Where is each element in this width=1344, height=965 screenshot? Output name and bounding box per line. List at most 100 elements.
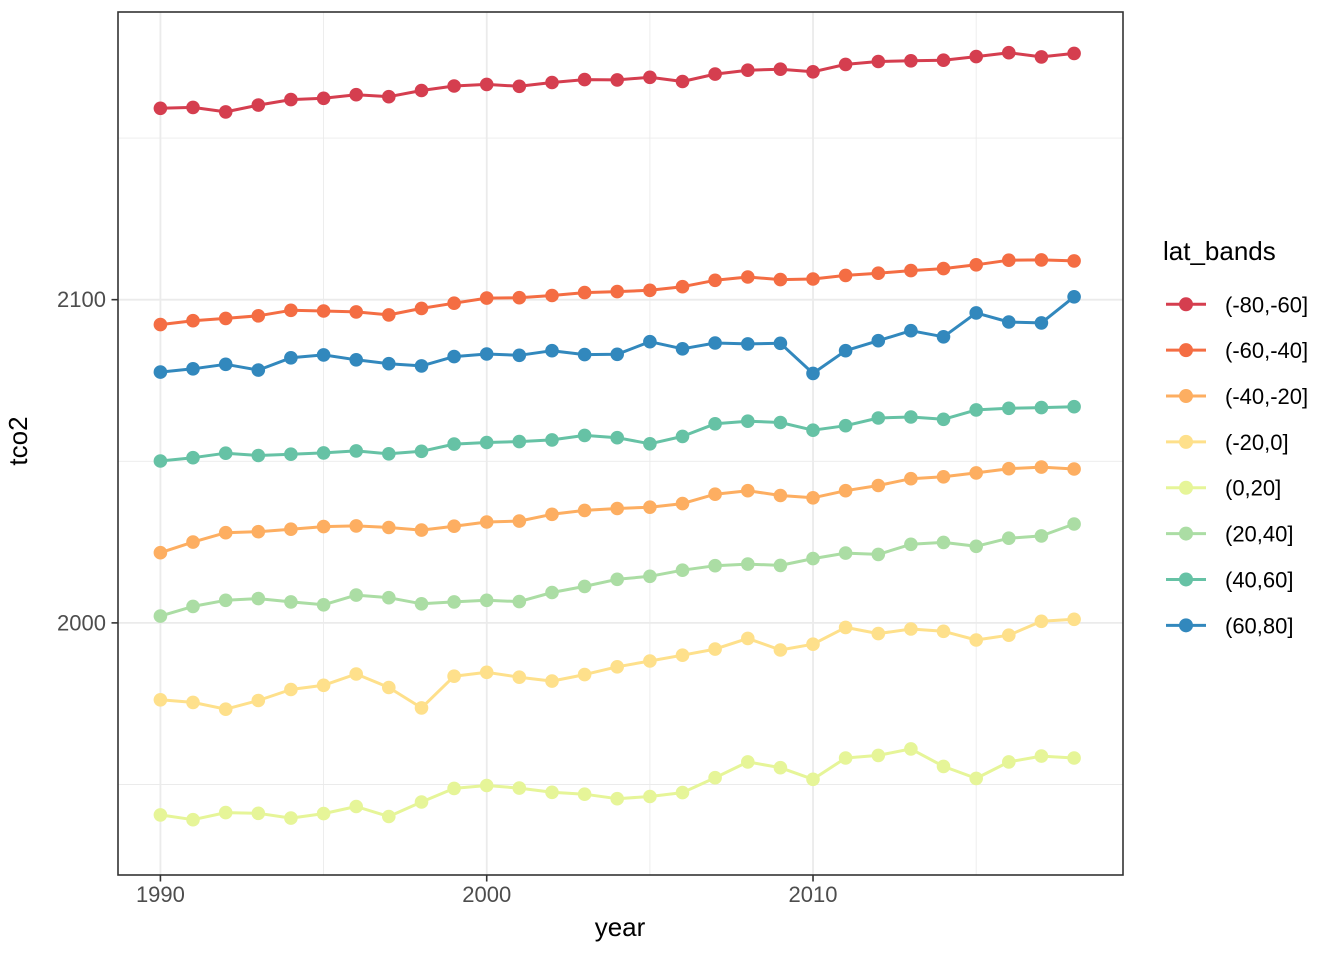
- data-point: [545, 75, 559, 90]
- data-point: [479, 291, 494, 305]
- legend-key-point: [1179, 434, 1193, 449]
- data-point: [741, 755, 755, 769]
- data-point: [838, 57, 853, 72]
- data-point: [1067, 46, 1081, 61]
- data-point: [349, 444, 364, 458]
- data-point: [904, 742, 918, 756]
- x-axis-ticks: 1990 2000 2010: [136, 875, 837, 907]
- data-point: [512, 79, 527, 94]
- data-point: [447, 349, 461, 364]
- data-point: [610, 284, 624, 299]
- data-point: [382, 308, 396, 322]
- data-point: [936, 535, 951, 550]
- legend-item: (-20,0]: [1166, 430, 1289, 455]
- data-point: [871, 626, 886, 641]
- data-point: [904, 471, 918, 486]
- data-point: [806, 423, 820, 438]
- data-point: [1034, 614, 1049, 629]
- data-point: [936, 470, 951, 484]
- data-point: [1034, 400, 1049, 415]
- data-point: [284, 522, 298, 536]
- data-point: [186, 599, 200, 614]
- data-point: [610, 791, 624, 806]
- legend-item-label: (0,20]: [1225, 476, 1281, 501]
- data-point: [447, 296, 461, 311]
- data-point: [773, 62, 788, 76]
- data-point: [349, 87, 364, 102]
- data-point: [186, 313, 200, 328]
- data-point: [251, 309, 266, 323]
- data-point: [741, 63, 755, 77]
- x-tick-label: 1990: [136, 882, 185, 907]
- data-point: [708, 336, 722, 350]
- data-point: [904, 410, 918, 424]
- data-point: [349, 799, 364, 814]
- data-point: [1067, 462, 1081, 476]
- data-point: [479, 347, 494, 361]
- data-point: [806, 637, 820, 651]
- data-point: [186, 362, 200, 376]
- data-point: [904, 263, 918, 278]
- data-point: [1067, 254, 1081, 268]
- data-point: [643, 70, 657, 85]
- data-point: [316, 519, 331, 534]
- data-point: [153, 101, 168, 116]
- data-point: [479, 665, 494, 680]
- data-point: [773, 558, 788, 573]
- data-point: [479, 593, 494, 608]
- data-point: [741, 631, 755, 646]
- legend-item-label: (-80,-60]: [1225, 292, 1308, 317]
- data-point: [153, 454, 168, 468]
- data-point: [904, 323, 918, 338]
- data-point: [153, 693, 168, 707]
- data-point: [186, 100, 200, 115]
- data-point: [382, 520, 396, 535]
- data-point: [773, 643, 788, 657]
- data-point: [1067, 399, 1081, 414]
- data-point: [251, 98, 266, 112]
- panel-border: [117, 11, 1124, 876]
- data-point: [838, 483, 853, 498]
- data-point: [1034, 749, 1049, 763]
- data-point: [1067, 517, 1081, 531]
- y-tick-label: 2100: [57, 287, 106, 312]
- data-point: [610, 347, 624, 362]
- data-point: [936, 759, 951, 774]
- data-point: [251, 693, 266, 708]
- data-point: [479, 77, 494, 92]
- data-point: [382, 809, 396, 824]
- data-point: [773, 415, 788, 430]
- data-point: [610, 430, 624, 445]
- data-point: [610, 501, 624, 516]
- data-point: [936, 330, 951, 344]
- data-point: [773, 760, 788, 775]
- data-point: [349, 519, 364, 533]
- data-point: [349, 353, 364, 367]
- data-point: [186, 535, 200, 549]
- data-point: [218, 593, 233, 608]
- data-point: [838, 751, 853, 765]
- y-axis-title: tco2: [3, 416, 33, 465]
- data-point: [414, 523, 429, 537]
- data-point: [643, 569, 657, 584]
- data-point: [773, 272, 788, 287]
- data-point: [186, 695, 200, 710]
- data-point: [512, 594, 527, 609]
- data-point: [577, 579, 592, 594]
- legend-items: (-80,-60] (-60,-40] (-40,-20] (-20,0] (0,20]…: [1166, 292, 1308, 638]
- data-point: [871, 333, 886, 348]
- data-point: [675, 563, 690, 577]
- data-point: [414, 597, 429, 611]
- data-point: [316, 91, 331, 106]
- data-point: [904, 537, 918, 552]
- data-point: [382, 590, 396, 605]
- data-point: [806, 366, 820, 381]
- data-point: [969, 403, 983, 417]
- data-point: [218, 357, 233, 372]
- data-point: [545, 585, 559, 600]
- data-point: [741, 557, 755, 571]
- data-point: [251, 363, 266, 377]
- data-point: [708, 417, 722, 431]
- data-point: [316, 446, 331, 460]
